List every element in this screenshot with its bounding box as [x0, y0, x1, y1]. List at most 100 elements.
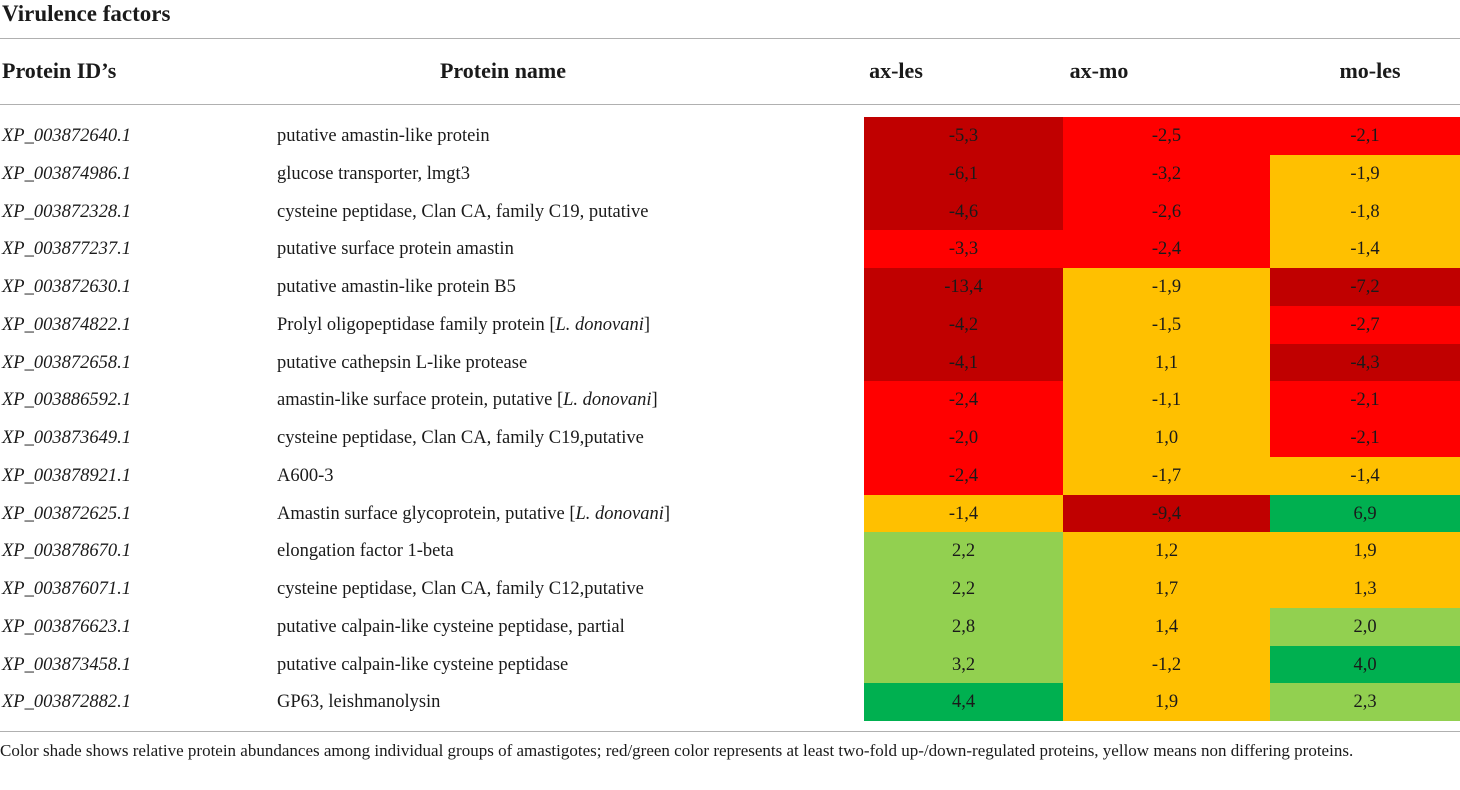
value-cell-ax-les: -13,4 [864, 268, 1063, 306]
value-cell-mo-les: -2,1 [1270, 117, 1460, 155]
value-cell-ax-les: -4,2 [864, 305, 1063, 344]
value-cell-mo-les: -2,1 [1270, 419, 1460, 457]
value-cell-ax-les: -4,6 [864, 192, 1063, 231]
value-cell-ax-les: 2,8 [864, 607, 1063, 646]
protein-id: XP_003872658.1 [2, 352, 131, 373]
value-cell-ax-mo: 1,1 [1063, 343, 1270, 382]
value-cell-mo-les: -1,9 [1270, 154, 1460, 193]
bottom-rule [0, 731, 1460, 732]
value-cell-ax-les: -4,1 [864, 343, 1063, 382]
species-name: L. donovani [563, 390, 652, 411]
value-cell-mo-les: 2,3 [1270, 683, 1460, 721]
table-body: XP_003872640.1 putative amastin-like prot… [0, 117, 1460, 721]
table-row: XP_003874822.1 Prolyl oligopeptidase fami… [0, 305, 1460, 344]
protein-name-text: putative calpain-like cysteine peptidase… [277, 616, 625, 637]
value-cell-ax-les: 3,2 [864, 645, 1063, 684]
protein-name: GP63, leishmanolysin [277, 683, 440, 721]
top-rule [0, 38, 1460, 39]
header-protein-id: Protein ID’s [2, 58, 117, 83]
protein-name-text: cysteine peptidase, Clan CA, family C19,… [277, 201, 649, 222]
protein-name: Amastin surface glycoprotein, putative [… [277, 503, 671, 524]
value-cell-ax-les: -1,4 [864, 494, 1063, 533]
protein-name-text: amastin-like surface protein, putative [ [277, 390, 564, 411]
protein-name-text: cysteine peptidase, Clan CA, family C19,… [277, 428, 644, 448]
value-cell-ax-mo: -2,4 [1063, 230, 1270, 268]
protein-id: XP_003877237.1 [2, 239, 131, 260]
protein-name: putative calpain-like cysteine peptidase [277, 646, 568, 684]
table-row: XP_003873458.1 putative calpain-like cyst… [0, 645, 1460, 684]
protein-name: putative cathepsin L-like protease [277, 344, 527, 382]
value-cell-ax-les: 4,4 [864, 683, 1063, 721]
value-cell-ax-mo: -1,7 [1063, 456, 1270, 495]
value-cell-mo-les: 2,0 [1270, 607, 1460, 646]
protein-id: XP_003872630.1 [2, 277, 131, 297]
protein-name: cysteine peptidase, Clan CA, family C19,… [277, 419, 644, 457]
table-row: XP_003872640.1 putative amastin-like prot… [0, 117, 1460, 155]
protein-name-text: putative cathepsin L-like protease [277, 352, 528, 373]
protein-name: cysteine peptidase, Clan CA, family C19,… [277, 193, 648, 231]
protein-name: Prolyl oligopeptidase family protein [L.… [277, 314, 651, 335]
value-cell-ax-les: -5,3 [864, 117, 1063, 155]
value-cell-ax-mo: 1,7 [1063, 570, 1270, 608]
value-cell-ax-mo: -9,4 [1063, 494, 1270, 533]
protein-name-text: cysteine peptidase, Clan CA, family C12,… [277, 579, 644, 599]
value-cell-mo-les: 1,9 [1270, 532, 1460, 570]
value-cell-ax-les: 2,2 [864, 532, 1063, 570]
protein-name-text: GP63, leishmanolysin [277, 692, 441, 713]
table-row: XP_003878921.1 A600-3 -2,4 -1,7 -1,4 [0, 456, 1460, 495]
value-cell-ax-mo: -1,2 [1063, 645, 1270, 684]
protein-id: XP_003872640.1 [2, 126, 131, 146]
value-cell-ax-mo: 1,0 [1063, 419, 1270, 457]
protein-name: putative calpain-like cysteine peptidase… [277, 608, 625, 646]
value-cell-ax-les: -3,3 [864, 230, 1063, 268]
protein-name: elongation factor 1-beta [277, 532, 454, 570]
value-cell-ax-mo: 1,9 [1063, 683, 1270, 721]
protein-id: XP_003874986.1 [2, 163, 131, 184]
protein-id: XP_003874822.1 [2, 314, 131, 335]
protein-id: XP_003872882.1 [2, 692, 131, 713]
species-name: L. donovani [575, 503, 664, 524]
protein-name: putative surface protein amastin [277, 230, 514, 268]
protein-name-text: Prolyl oligopeptidase family protein [ [277, 314, 556, 335]
header-rule [0, 104, 1460, 105]
protein-id: XP_003886592.1 [2, 390, 131, 411]
protein-name-text: putative surface protein amastin [277, 239, 514, 260]
table-row: XP_003872882.1 GP63, leishmanolysin 4,4 1,9… [0, 683, 1460, 721]
table-row: XP_003876623.1 putative calpain-like cyst… [0, 607, 1460, 646]
value-cell-ax-les: -2,4 [864, 456, 1063, 495]
species-name: L. donovani [555, 314, 644, 335]
table-title: Virulence factors [2, 1, 171, 26]
value-cell-mo-les: -1,4 [1270, 230, 1460, 268]
protein-name: amastin-like surface protein, putative [… [277, 390, 658, 411]
header-ax-les: ax-les [869, 58, 923, 83]
table-footnote: Color shade shows relative protein abund… [0, 741, 1354, 760]
value-cell-ax-mo: -2,6 [1063, 192, 1270, 231]
protein-id: XP_003872625.1 [2, 503, 131, 524]
header-protein-name: Protein name [439, 58, 567, 83]
value-cell-ax-les: -2,4 [864, 381, 1063, 419]
value-cell-ax-mo: -2,5 [1063, 117, 1270, 155]
header-mo-les: mo-les [1339, 58, 1401, 83]
value-cell-ax-les: 2,2 [864, 570, 1063, 608]
header-ax-mo: ax-mo [1069, 58, 1129, 83]
table-row: XP_003886592.1 amastin-like surface prote… [0, 381, 1460, 419]
protein-name-text: putative amastin-like protein [277, 126, 490, 146]
protein-name: cysteine peptidase, Clan CA, family C12,… [277, 570, 644, 608]
value-cell-ax-les: -6,1 [864, 154, 1063, 193]
value-cell-ax-les: -2,0 [864, 419, 1063, 457]
protein-id: XP_003873649.1 [2, 428, 131, 448]
table-row: XP_003873649.1 cysteine peptidase, Clan C… [0, 419, 1460, 457]
protein-id: XP_003876623.1 [2, 616, 131, 637]
protein-name: putative amastin-like protein [277, 117, 490, 155]
value-cell-mo-les: -2,7 [1270, 305, 1460, 344]
value-cell-ax-mo: 1,4 [1063, 607, 1270, 646]
value-cell-mo-les: 1,3 [1270, 570, 1460, 608]
value-cell-mo-les: -1,8 [1270, 192, 1460, 231]
protein-name-text: glucose transporter, lmgt3 [277, 163, 470, 184]
value-cell-mo-les: -7,2 [1270, 268, 1460, 306]
protein-name: putative amastin-like protein B5 [277, 268, 516, 306]
protein-name-text: putative amastin-like protein B5 [277, 277, 516, 297]
protein-name-text: elongation factor 1-beta [277, 541, 454, 562]
protein-id: XP_003876071.1 [2, 579, 131, 599]
table-row: XP_003878670.1 elongation factor 1-beta 2,… [0, 532, 1460, 570]
